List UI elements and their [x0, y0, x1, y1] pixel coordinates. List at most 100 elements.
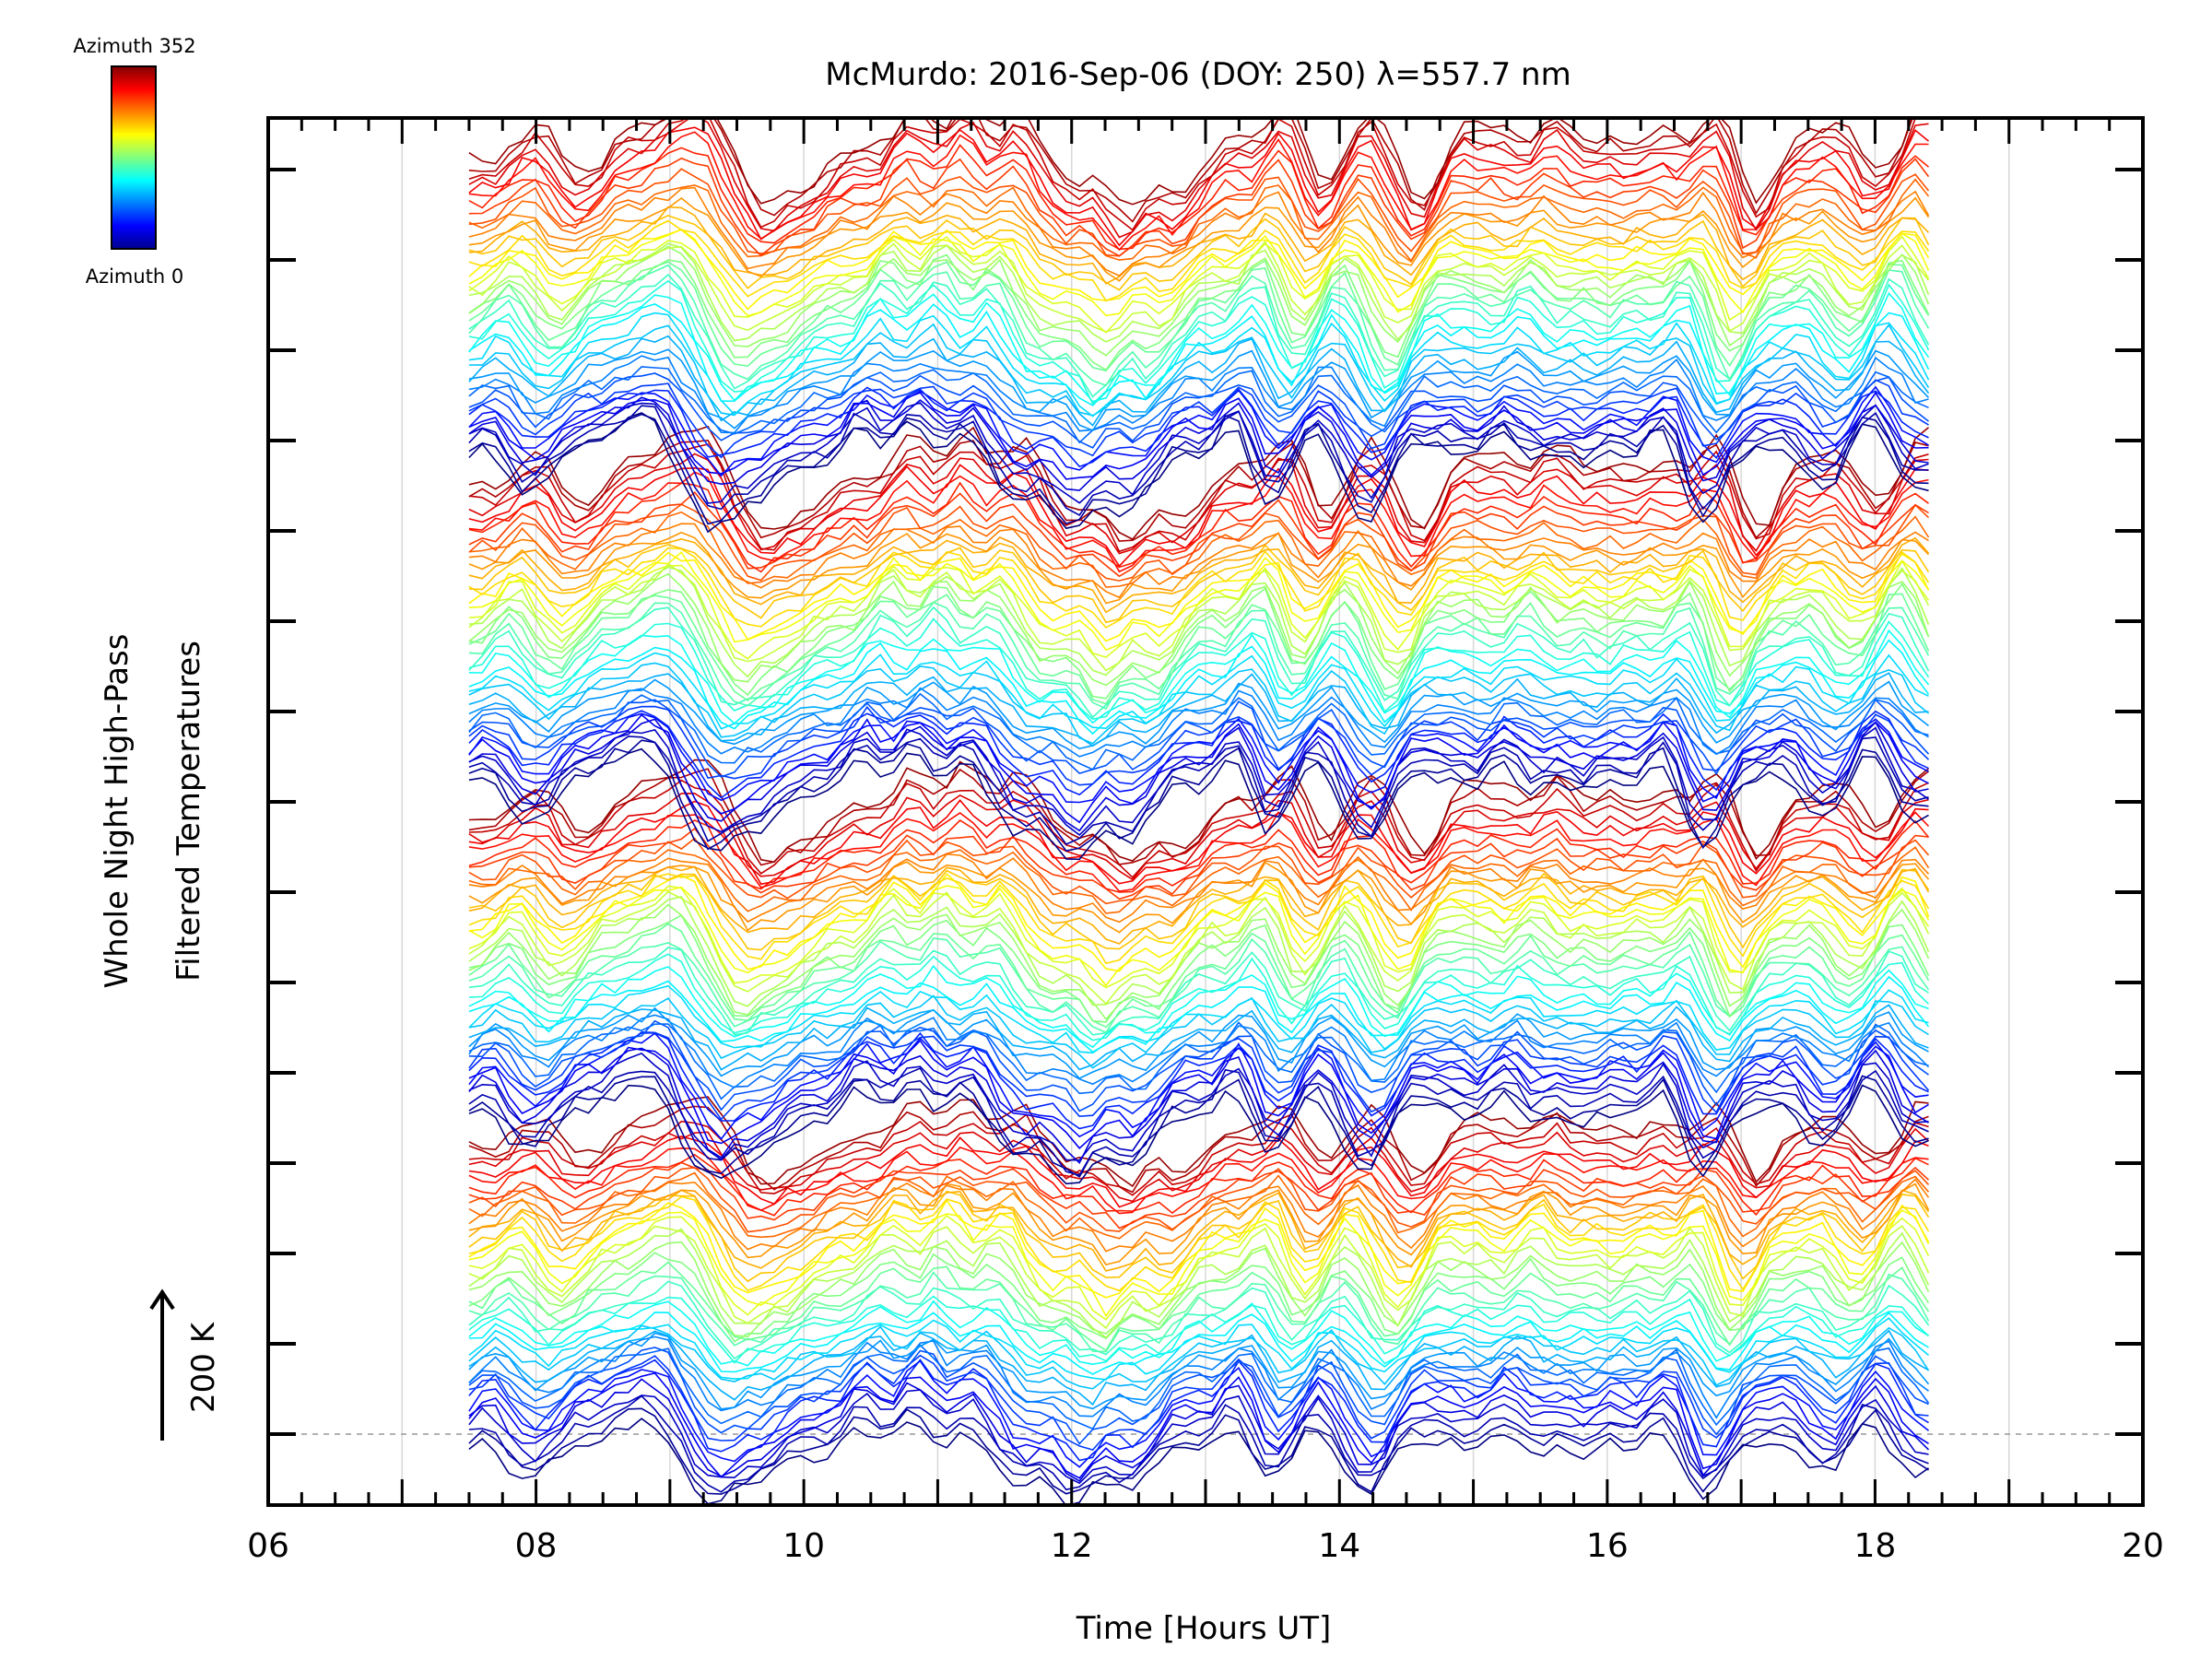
azimuth-trace [468, 1300, 1929, 1367]
azimuth-trace [468, 1394, 1929, 1493]
azimuth-trace [468, 747, 1929, 861]
azimuth-trace [468, 1084, 1929, 1185]
azimuth-trace [468, 639, 1930, 735]
azimuth-trace [468, 865, 1930, 945]
azimuth-trace [468, 1161, 1930, 1230]
azimuth-trace [468, 413, 1929, 525]
azimuth-trace [468, 606, 1930, 719]
azimuth-trace [468, 372, 1929, 449]
azimuth-trace [468, 1280, 1930, 1360]
azimuth-trace [468, 1252, 1930, 1343]
azimuth-trace [468, 386, 1929, 468]
azimuth-trace [468, 1146, 1929, 1215]
azimuth-trace [468, 1271, 1930, 1353]
azimuth-trace [468, 348, 1930, 431]
azimuth-trace [468, 550, 1930, 652]
azimuth-trace [468, 1312, 1929, 1375]
azimuth-trace [468, 1032, 1929, 1140]
x-axis-label: Time [Hours UT] [1076, 1610, 1332, 1647]
azimuth-trace [468, 618, 1930, 721]
azimuth-trace [468, 713, 1929, 824]
azimuth-trace [468, 335, 1930, 427]
azimuth-trace [468, 118, 1929, 239]
azimuth-trace [468, 566, 1930, 678]
colorbar: Azimuth 352 Azimuth 0 [73, 35, 195, 288]
azimuth-trace [468, 1347, 1929, 1445]
x-tick-label: 10 [782, 1527, 825, 1565]
azimuth-trace [468, 712, 1929, 804]
azimuth-trace [468, 559, 1930, 660]
azimuth-trace [468, 811, 1930, 892]
azimuth-trace [468, 1359, 1929, 1462]
azimuth-trace [468, 1006, 1929, 1079]
azimuth-trace [468, 229, 1930, 311]
azimuth-trace [468, 412, 1929, 534]
azimuth-trace [468, 543, 1930, 624]
azimuth-trace [468, 1014, 1930, 1088]
azimuth-trace [468, 131, 1929, 252]
azimuth-trace [468, 1335, 1929, 1419]
azimuth-trace [468, 562, 1930, 672]
azimuth-trace [468, 726, 1929, 836]
azimuth-trace [468, 425, 1930, 541]
azimuth-trace [468, 1153, 1929, 1217]
azimuth-trace [468, 735, 1929, 845]
azimuth-trace [468, 672, 1929, 747]
x-tick-label: 06 [247, 1527, 289, 1565]
azimuth-trace [468, 582, 1930, 700]
azimuth-trace [468, 253, 1930, 371]
x-tick-label: 16 [1586, 1527, 1629, 1565]
x-tick-label: 08 [515, 1527, 558, 1565]
azimuth-trace [468, 1418, 1929, 1505]
azimuth-trace [468, 1004, 1929, 1071]
colorbar-bottom-label: Azimuth 0 [86, 265, 184, 288]
azimuth-trace [468, 1344, 1930, 1430]
azimuth-trace [468, 396, 1929, 491]
azimuth-trace [468, 118, 1913, 223]
azimuth-trace [468, 503, 1930, 582]
azimuth-trace [468, 1127, 1930, 1203]
azimuth-trace [468, 511, 1930, 588]
azimuth-trace [468, 652, 1929, 730]
azimuth-trace [468, 471, 1929, 573]
azimuth-trace [468, 1354, 1929, 1452]
azimuth-trace [468, 885, 1930, 989]
chart-title: McMurdo: 2016-Sep-06 (DOY: 250) λ=557.7 … [825, 56, 1571, 93]
azimuth-trace [468, 196, 1930, 282]
azimuth-trace [468, 464, 1929, 568]
azimuth-traces [468, 118, 1930, 1505]
x-tick-label: 20 [2122, 1527, 2164, 1565]
azimuth-trace [468, 402, 1929, 504]
azimuth-trace [468, 710, 1929, 799]
azimuth-trace [468, 1198, 1930, 1299]
colorbar-gradient [111, 65, 157, 250]
x-tick-label: 14 [1318, 1527, 1360, 1565]
azimuth-trace [468, 379, 1929, 459]
azimuth-trace [468, 118, 1912, 206]
azimuth-trace [468, 1214, 1930, 1321]
azimuth-trace [468, 385, 1929, 477]
azimuth-trace [468, 975, 1930, 1053]
azimuth-trace [468, 240, 1930, 333]
azimuth-trace [468, 601, 1930, 711]
azimuth-trace [468, 273, 1930, 398]
azimuth-trace [468, 1295, 1930, 1364]
azimuth-trace [468, 1178, 1930, 1253]
azimuth-trace [468, 1190, 1930, 1283]
azimuth-trace [468, 1389, 1929, 1485]
colorbar-top-label: Azimuth 352 [73, 35, 195, 57]
azimuth-trace [468, 1317, 1930, 1381]
azimuth-trace [468, 366, 1929, 444]
azimuth-trace [468, 692, 1929, 771]
y-axis-label-line1: Whole Night High-Pass [99, 634, 135, 989]
azimuth-trace [468, 937, 1930, 1034]
azimuth-trace [468, 219, 1930, 302]
azimuth-trace [468, 923, 1930, 1029]
azimuth-trace [468, 157, 1930, 257]
azimuth-trace [468, 853, 1930, 924]
azimuth-trace [468, 818, 1930, 893]
azimuth-trace [468, 947, 1929, 1036]
scale-label: 200 K [185, 1321, 222, 1413]
azimuth-trace [468, 1332, 1930, 1410]
azimuth-trace [468, 1120, 1929, 1196]
